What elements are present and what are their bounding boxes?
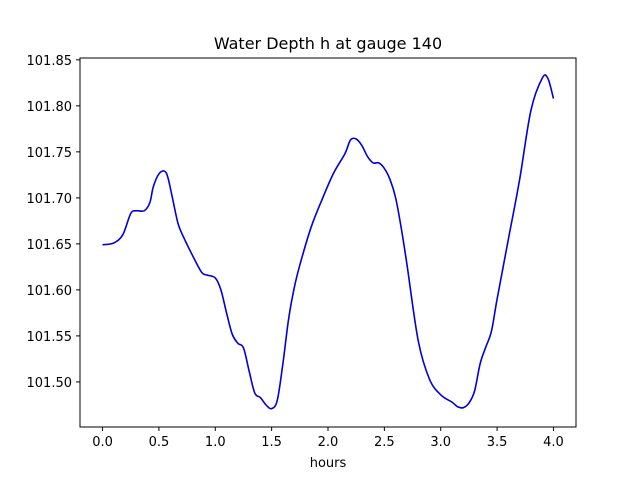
x-tick-label: 3.5 bbox=[487, 435, 508, 450]
axes-frame bbox=[79, 57, 577, 428]
y-axis: 101.50 101.55 101.60 101.65 101.70 101.75 101.… bbox=[27, 54, 80, 391]
y-tick-label: 101.55 bbox=[27, 330, 73, 345]
x-tick-label: 3.0 bbox=[430, 435, 451, 450]
y-tick-label: 101.70 bbox=[27, 192, 73, 207]
x-tick-label: 0.0 bbox=[92, 435, 113, 450]
x-tick-label: 2.0 bbox=[318, 435, 339, 450]
y-tick-label: 101.65 bbox=[27, 238, 73, 253]
y-tick-label: 101.75 bbox=[27, 146, 73, 161]
x-tick-label: 4.0 bbox=[543, 435, 564, 450]
x-tick-label: 2.5 bbox=[374, 435, 395, 450]
x-axis: 0.0 0.5 1.0 1.5 2.0 2.5 3.0 3.5 4.0 bbox=[92, 427, 564, 450]
y-tick-label: 101.85 bbox=[27, 54, 73, 69]
x-tick-label: 0.5 bbox=[149, 435, 170, 450]
y-tick-label: 101.50 bbox=[27, 376, 73, 391]
x-tick-label: 1.5 bbox=[261, 435, 282, 450]
plot-area bbox=[102, 74, 555, 410]
x-tick-label: 1.0 bbox=[205, 435, 226, 450]
y-tick-label: 101.80 bbox=[27, 100, 73, 115]
x-axis-label: hours bbox=[310, 456, 347, 471]
series-line bbox=[102, 74, 555, 410]
chart-title: Water Depth h at gauge 140 bbox=[214, 34, 442, 53]
y-tick-label: 101.60 bbox=[27, 284, 73, 299]
